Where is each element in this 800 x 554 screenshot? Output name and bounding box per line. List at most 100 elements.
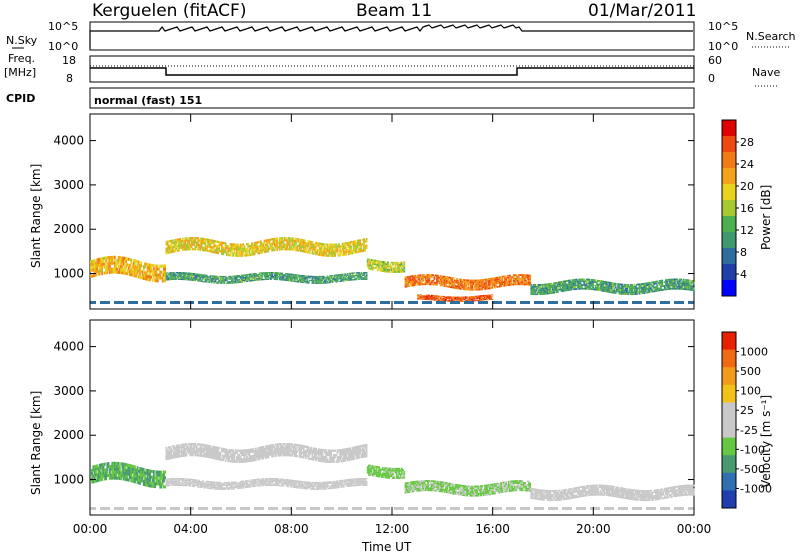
echo-cell	[334, 278, 336, 280]
echo-cell	[233, 280, 236, 283]
echo-cell	[275, 450, 277, 453]
echo-cell	[334, 280, 336, 282]
echo-cell	[345, 246, 348, 249]
near-range-cell	[506, 301, 508, 304]
echo-cell	[582, 287, 584, 290]
echo-cell	[203, 242, 206, 245]
echo-cell	[673, 282, 676, 284]
near-range-cell	[156, 301, 158, 304]
echo-cell	[275, 272, 277, 274]
echo-cell	[486, 284, 489, 286]
echo-cell	[164, 485, 167, 489]
echo-cell	[295, 275, 297, 277]
echo-cell	[238, 279, 241, 281]
echo-cell	[173, 241, 175, 244]
echo-cell	[321, 460, 324, 463]
echo-cell	[263, 448, 266, 451]
echo-cell	[163, 485, 165, 489]
echo-cell	[310, 446, 313, 450]
echo-cell	[510, 280, 513, 282]
echo-cell	[174, 247, 177, 250]
echo-cell	[278, 277, 281, 279]
echo-cell	[124, 259, 126, 263]
echo-cell	[331, 252, 334, 255]
echo-cell	[195, 278, 198, 280]
echo-cell	[124, 477, 126, 481]
echo-cell	[107, 268, 110, 271]
echo-cell	[477, 279, 480, 282]
echo-cell	[588, 278, 591, 281]
echo-cell	[244, 247, 247, 250]
echo-cell	[358, 243, 360, 247]
echo-cell	[293, 280, 296, 283]
echo-cell	[327, 278, 330, 280]
echo-cell	[132, 477, 135, 480]
echo-cell	[199, 239, 202, 242]
echo-cell	[181, 443, 184, 446]
echo-cell	[115, 264, 118, 268]
echo-cell	[330, 451, 333, 454]
echo-cell	[183, 450, 185, 453]
echo-cell	[473, 297, 476, 299]
echo-cell	[423, 283, 426, 286]
echo-cell	[197, 443, 199, 446]
echo-cell	[569, 286, 572, 289]
echo-cell	[251, 455, 253, 458]
echo-cell	[365, 448, 368, 451]
echo-cell	[169, 478, 172, 480]
echo-cell	[434, 297, 437, 299]
echo-cell	[190, 239, 193, 242]
echo-cell	[157, 482, 160, 486]
echo-cell	[680, 282, 683, 285]
echo-cell	[326, 460, 329, 463]
echo-cell	[344, 448, 347, 451]
echo-cell	[419, 276, 422, 278]
near-range-cell	[528, 301, 530, 304]
echo-cell	[501, 277, 504, 280]
echo-cell	[234, 282, 237, 284]
echo-cell	[191, 454, 194, 457]
echo-cell	[512, 279, 515, 282]
echo-cell	[332, 250, 335, 253]
echo-cell	[604, 281, 607, 283]
echo-cell	[174, 447, 177, 450]
echo-cell	[381, 261, 384, 263]
echo-cell	[585, 286, 588, 288]
echo-cell	[359, 449, 362, 452]
echo-cell	[335, 275, 338, 278]
echo-cell	[239, 277, 242, 279]
echo-cell	[476, 298, 479, 300]
echo-cell	[246, 249, 248, 252]
echo-cell	[191, 237, 194, 240]
echo-cell	[325, 279, 328, 281]
echo-cell	[529, 274, 532, 277]
echo-cell	[612, 284, 615, 287]
echo-cell	[204, 444, 207, 447]
echo-cell	[436, 280, 438, 282]
echo-cell	[561, 282, 564, 285]
echo-cell	[428, 298, 431, 300]
echo-cell	[394, 269, 397, 272]
echo-cell	[366, 263, 369, 266]
echo-cell	[217, 451, 219, 454]
echo-cell	[306, 251, 309, 254]
echo-cell	[426, 296, 428, 298]
echo-cell	[283, 451, 286, 455]
echo-cell	[280, 454, 282, 457]
echo-cell	[189, 245, 192, 249]
echo-cell	[101, 266, 104, 269]
echo-cell	[283, 454, 286, 457]
echo-cell	[540, 293, 543, 295]
echo-cell	[288, 449, 291, 452]
echo-cell	[275, 239, 277, 243]
echo-cell	[497, 280, 500, 282]
echo-cell	[530, 283, 533, 286]
echo-cell	[329, 449, 331, 452]
near-range-cell	[102, 301, 104, 304]
echo-cell	[519, 277, 521, 280]
echo-cell	[315, 450, 318, 453]
echo-cell	[183, 479, 185, 481]
echo-cell	[95, 273, 97, 277]
echo-cell	[361, 453, 364, 456]
echo-cell	[458, 300, 461, 302]
